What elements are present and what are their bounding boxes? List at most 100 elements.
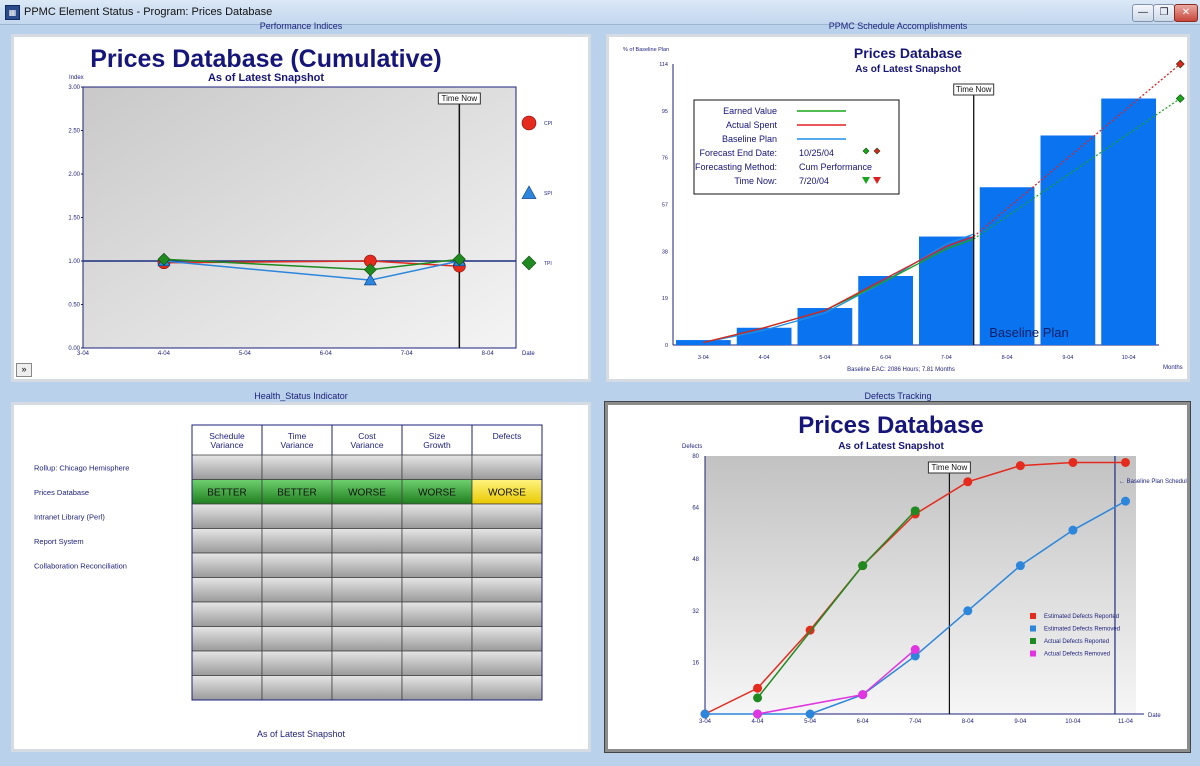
status-cell xyxy=(471,626,543,652)
close-button[interactable]: ✕ xyxy=(1174,4,1198,22)
legend-swatch xyxy=(1030,625,1036,632)
x-tick-label: 9-04 xyxy=(1062,355,1073,361)
y-tick-label: 3.00 xyxy=(68,85,80,91)
performance-indices-panel[interactable]: Prices Database (Cumulative) As of Latest… xyxy=(11,34,591,382)
legend-label: Estimated Defects Reported xyxy=(1044,614,1119,620)
status-cell xyxy=(401,454,473,480)
status-cell xyxy=(401,577,473,603)
status-cell xyxy=(401,626,473,652)
legend-label: Estimated Defects Removed xyxy=(1044,627,1120,633)
status-cell xyxy=(331,626,403,652)
schedule-panel-title: PPMC Schedule Accomplishments xyxy=(828,21,968,31)
status-cell xyxy=(401,503,473,529)
status-cell xyxy=(401,650,473,676)
data-point xyxy=(910,506,920,516)
performance-panel-title: Performance Indices xyxy=(259,21,343,31)
legend-label-tpi: TPI xyxy=(544,261,552,267)
legend-label: Actual Defects Removed xyxy=(1044,652,1110,658)
status-cell-text: BETTER xyxy=(277,487,316,498)
legend-label: Actual Spent xyxy=(726,120,778,130)
row-label: Intranet Library (Perl) xyxy=(34,512,105,521)
status-cell xyxy=(261,626,333,652)
health-footer: As of Latest Snapshot xyxy=(256,729,346,739)
status-cell-text: WORSE xyxy=(488,487,526,498)
x-tick-label: 11-04 xyxy=(1118,719,1134,725)
chart-title: Prices Database xyxy=(854,45,962,61)
legend-value: Cum Performance xyxy=(799,162,872,172)
status-cell xyxy=(261,454,333,480)
status-cell xyxy=(401,528,473,554)
legend-label-spi: SPI xyxy=(544,191,552,197)
defects-tracking-panel[interactable]: Prices Database As of Latest Snapshot Defe… xyxy=(604,401,1191,753)
x-tick-label: 8-04 xyxy=(482,351,495,357)
chart-title: Prices Database xyxy=(798,412,983,439)
status-cell xyxy=(471,454,543,480)
legend-time-marker-green xyxy=(862,177,870,184)
y-tick-label: 0.50 xyxy=(68,303,80,309)
schedule-accomplishments-panel[interactable]: Prices Database As of Latest Snapshot % of… xyxy=(606,34,1190,382)
row-label: Prices Database xyxy=(34,488,89,497)
legend-swatch xyxy=(1030,638,1036,644)
health-status-panel[interactable]: Schedule Variance Time Variance Cost Variance… xyxy=(11,402,591,752)
column-header: Variance xyxy=(281,440,314,450)
data-point xyxy=(753,709,763,719)
data-point xyxy=(910,645,920,654)
status-cell xyxy=(261,577,333,603)
time-now-label: Time Now xyxy=(956,85,992,94)
chart-title: Prices Database (Cumulative) xyxy=(90,45,442,73)
status-cell xyxy=(471,577,543,603)
status-cell xyxy=(191,454,263,480)
data-point xyxy=(858,561,868,571)
status-cell xyxy=(261,528,333,554)
forecast-red-line xyxy=(973,63,1181,238)
time-now-box xyxy=(953,83,995,96)
legend-swatch xyxy=(1030,650,1036,657)
column-header: Variance xyxy=(211,440,244,450)
x-tick-label: 8-04 xyxy=(1002,355,1013,361)
bar-label: Baseline Plan xyxy=(989,325,1069,340)
maximize-button[interactable]: ❐ xyxy=(1153,4,1175,22)
x-tick-label: 4-04 xyxy=(752,719,765,725)
expand-button[interactable]: » xyxy=(16,363,32,377)
data-point xyxy=(1015,561,1025,571)
column-header: Defects xyxy=(493,431,522,441)
forecast-end-marker-green xyxy=(1175,94,1185,103)
y-axis-label: Defects xyxy=(682,444,702,450)
data-point xyxy=(963,477,973,487)
data-point xyxy=(1068,457,1078,467)
x-tick-label: 4-04 xyxy=(158,351,171,357)
x-tick-label: 7-04 xyxy=(401,351,414,357)
chart-subtitle: As of Latest Snapshot xyxy=(855,64,961,75)
time-now-box xyxy=(927,461,971,474)
data-point-tpi xyxy=(157,252,171,266)
status-cell xyxy=(191,675,263,701)
bar-9-04 xyxy=(1040,135,1096,345)
data-point-tpi xyxy=(363,263,377,277)
x-tick-label: 5-04 xyxy=(239,351,252,357)
x-tick-label: 9-04 xyxy=(1014,719,1027,725)
x-axis-label: Date xyxy=(1148,713,1161,719)
status-cell xyxy=(471,503,543,529)
header-row xyxy=(192,425,542,455)
status-cell-text: WORSE xyxy=(348,487,386,498)
status-cell xyxy=(331,601,403,627)
y-tick-label: 57 xyxy=(662,203,668,209)
minimize-button[interactable]: — xyxy=(1132,4,1154,22)
x-tick-label: 5-04 xyxy=(819,355,830,361)
actual-spent-line xyxy=(703,235,974,344)
baseline-plan-label: ← Baseline Plan Schedule xyxy=(1119,479,1187,485)
column-header: Size xyxy=(429,431,446,441)
x-tick-label: 10-04 xyxy=(1065,719,1081,725)
y-tick-label: 64 xyxy=(692,506,699,512)
legend-value: 7/20/04 xyxy=(799,176,829,186)
y-tick-label: 114 xyxy=(659,62,668,68)
chart-subtitle: As of Latest Snapshot xyxy=(208,72,324,84)
x-tick-label: 10-04 xyxy=(1122,355,1136,361)
status-cell xyxy=(331,528,403,554)
data-point-spi xyxy=(363,273,377,286)
column-header: Growth xyxy=(423,440,451,450)
x-tick-label: 5-04 xyxy=(804,719,817,725)
legend-time-marker-red xyxy=(873,177,881,184)
forecast-green-line xyxy=(973,97,1181,240)
bar-4-04 xyxy=(736,327,792,345)
